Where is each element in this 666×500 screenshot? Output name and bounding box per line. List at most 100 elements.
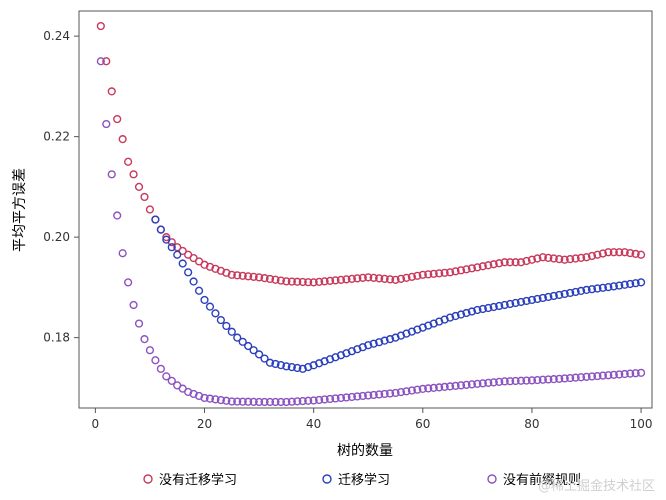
data-points: [96, 21, 646, 407]
y-tick-label: 0.24: [43, 29, 70, 43]
data-point: [293, 363, 302, 373]
data-point: [527, 376, 537, 385]
y-tick-label: 0.18: [43, 331, 70, 345]
data-point: [287, 363, 296, 372]
data-point: [506, 377, 515, 386]
data-point: [571, 373, 580, 382]
data-point: [271, 359, 280, 369]
data-point: [293, 277, 302, 286]
data-point: [238, 397, 247, 406]
data-point: [511, 376, 520, 386]
data-point: [555, 255, 564, 264]
x-tick-label: 60: [415, 417, 430, 431]
data-point: [227, 270, 236, 279]
data-point: [566, 373, 575, 383]
data-point: [593, 371, 602, 381]
data-point: [478, 304, 487, 314]
data-point: [500, 258, 509, 267]
data-point: [254, 273, 264, 282]
data-point: [347, 274, 356, 283]
data-point: [615, 370, 624, 379]
data-point: [151, 215, 160, 224]
data-point: [107, 87, 116, 96]
data-point: [533, 375, 542, 385]
data-point: [342, 393, 351, 402]
data-point: [549, 254, 558, 263]
data-point: [407, 272, 416, 281]
data-point: [478, 262, 487, 271]
data-point: [560, 289, 569, 299]
data-point: [609, 370, 618, 379]
data-point: [544, 253, 553, 262]
data-point: [271, 397, 280, 407]
data-point: [325, 394, 335, 404]
data-point: [489, 302, 498, 312]
data-point: [445, 313, 455, 322]
data-point: [134, 319, 144, 328]
data-point: [451, 381, 460, 390]
data-point: [467, 380, 477, 389]
data-point: [276, 276, 286, 285]
data-point: [609, 248, 618, 257]
data-point: [615, 248, 624, 257]
watermark: @稀土掘金技术社区: [538, 478, 655, 494]
series-3: [96, 57, 646, 407]
data-point: [369, 390, 378, 400]
data-point: [576, 373, 586, 382]
data-point: [325, 276, 335, 285]
data-point: [533, 254, 542, 263]
data-point: [626, 279, 635, 289]
x-axis: 0 20 40 60 80 100: [92, 408, 653, 431]
data-point: [516, 376, 526, 385]
data-point: [462, 265, 471, 274]
data-point: [249, 272, 258, 281]
data-point: [566, 288, 575, 298]
data-point: [582, 285, 591, 295]
data-point: [456, 310, 466, 319]
y-tick-label: 0.22: [43, 130, 70, 144]
data-point: [282, 362, 291, 371]
data-point: [549, 291, 558, 301]
data-point: [282, 277, 291, 286]
data-point: [636, 250, 646, 259]
data-point: [216, 395, 225, 405]
legend-label: 没有前缀规则: [503, 472, 581, 488]
data-point: [538, 375, 547, 384]
data-point: [424, 270, 433, 279]
data-point: [205, 394, 215, 403]
data-point: [254, 397, 264, 407]
data-point: [244, 341, 253, 351]
data-point: [233, 333, 242, 342]
data-point: [347, 392, 356, 402]
data-point: [102, 119, 111, 129]
data-point: [331, 394, 340, 403]
data-point: [456, 381, 466, 390]
data-point: [113, 211, 122, 220]
data-point: [260, 274, 269, 283]
series-2: [151, 215, 646, 373]
data-point: [162, 235, 171, 244]
data-point: [522, 296, 531, 306]
data-point: [626, 369, 635, 378]
data-point: [162, 372, 171, 381]
data-point: [473, 263, 482, 272]
data-point: [162, 233, 171, 242]
data-point: [129, 300, 138, 310]
data-point: [418, 270, 427, 279]
data-point: [424, 384, 433, 393]
data-point: [571, 254, 580, 263]
legend-marker: [143, 474, 153, 484]
data-point: [124, 278, 133, 287]
data-point: [304, 362, 313, 372]
data-point: [440, 382, 449, 391]
data-point: [604, 371, 613, 380]
data-point: [375, 274, 384, 283]
data-point: [473, 379, 482, 388]
data-point: [511, 298, 520, 308]
data-point: [342, 275, 351, 284]
data-point: [500, 300, 509, 310]
data-point: [298, 277, 307, 287]
data-point: [478, 379, 487, 388]
data-point: [200, 393, 209, 403]
data-point: [620, 369, 629, 379]
